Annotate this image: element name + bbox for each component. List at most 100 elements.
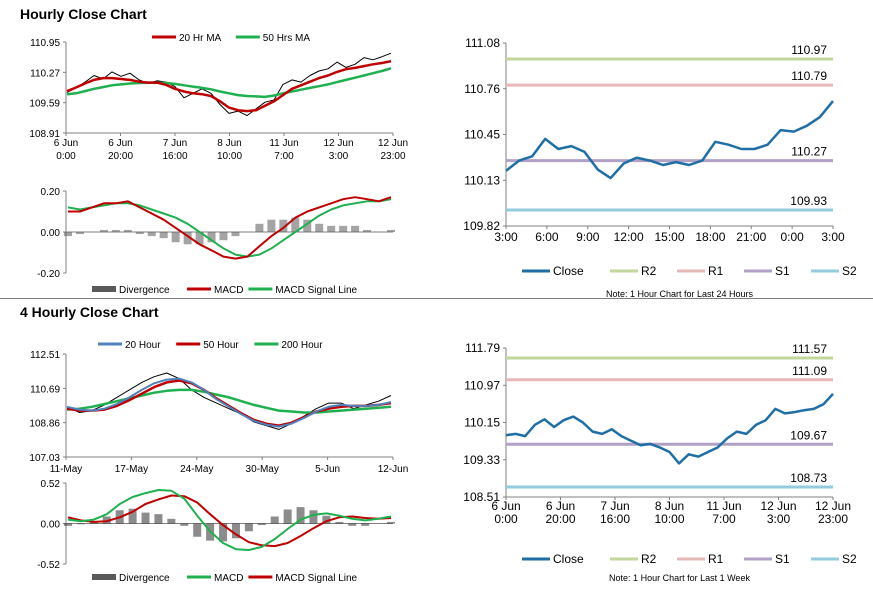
hourly-price-x-tick-label: 3:00 [329,151,349,162]
hourly-macd-legend-label: MACD [214,285,243,296]
four-hourly-macd-divergence-bar [76,523,85,525]
four-hourly-levels-note: Note: 1 Hour Chart for Last 1 Week [609,573,750,583]
hourly-macd-divergence-bar [339,225,348,232]
hourly-section-title: Hourly Close Chart [20,6,147,22]
four-hourly-macd-legend-label: MACD Signal Line [275,573,357,584]
hourly-levels-y-tick-label: 111.08 [465,36,500,50]
four-hourly-macd-legend-label: MACD [214,573,243,584]
hourly-levels-level-label: 110.97 [791,43,827,57]
hourly-macd-divergence-bar [363,229,372,232]
four-hourly-macd-divergence-bar [219,523,228,542]
hourly-macd-y-tick-label: 0.20 [41,187,61,198]
hourly-price-x-tick-label: 8 Jun [217,138,241,149]
four-hourly-levels-y-tick-label: 111.79 [465,341,500,355]
four-hourly-macd-divergence-bar [64,523,72,526]
hourly-levels-x-tick-label: 0:00 [780,230,804,244]
hourly-macd-line [68,196,392,260]
hourly-macd-divergence-bar [99,229,108,232]
four-hourly-levels-x-tick-label: 8 Jun [655,499,684,513]
hourly-macd-divergence-bar [231,232,240,237]
four-hourly-macd-divergence-bar [102,516,111,524]
hourly-macd-legend-label: Divergence [119,285,170,296]
hourly-levels-close-line [505,100,834,180]
hourly-levels-legend-label: R2 [641,264,657,278]
hourly-macd-legend-label: MACD Signal Line [275,285,357,296]
four-hourly-levels-x-tick-label: 0:00 [494,512,518,526]
four-hourly-macd-divergence-bar [154,514,163,524]
hourly-price-x-tick-label: 7:00 [274,151,294,162]
four-hourly-levels-x-tick-label: 11 Jun [706,499,741,513]
hourly-levels-legend-label: S1 [775,264,790,278]
hourly-price-x-tick-label: 11 Jun [269,138,298,149]
hourly-levels-legend-label: Close [553,264,584,278]
four-hourly-macd-divergence-bar [257,523,266,526]
hourly-macd-divergence-bar [219,232,228,241]
four-hourly-price-y-tick-label: 110.69 [30,384,60,395]
four-hourly-price-legend-label: 200 Hour [281,340,323,351]
hourly-price-x-tick-label: 23:00 [380,151,405,162]
hourly-price-x-tick-label: 0:00 [56,151,76,162]
four-hourly-levels-x-tick-label: 20:00 [545,512,575,526]
four-hourly-levels-x-tick-label: 23:00 [818,512,848,526]
four-hourly-macd-divergence-bar [244,523,253,532]
four-hourly-20hr-line [66,377,392,428]
four-hourly-close-line [66,372,392,430]
four-hourly-levels-level-label: 109.67 [790,428,827,442]
four-hourly-levels-x-tick-label: 7:00 [712,512,736,526]
hourly-levels-level-label: 109.93 [790,194,827,208]
four-hourly-levels-x-tick-label: 16:00 [600,512,630,526]
hourly-macd-divergence-bar [159,232,168,239]
hourly-macd-y-tick-label: -0.20 [37,269,60,280]
section-divider [0,298,873,299]
hourly-price-x-tick-label: 7 Jun [163,138,187,149]
four-hourly-macd-legend-label: Divergence [119,573,170,584]
four-hourly-levels-x-tick-label: 7 Jun [600,499,629,513]
hourly-price-y-tick-label: 109.59 [29,99,60,110]
four-hourly-200hr-line [66,388,392,414]
hourly-close-line [66,52,392,117]
hourly-levels-y-tick-label: 110.13 [464,173,500,187]
four-hourly-levels-legend-label: S1 [775,552,790,566]
four-hourly-macd-divergence-bar [361,523,370,526]
four-hourly-price-y-tick-label: 107.03 [29,453,60,464]
four-hourly-price-x-tick-label: 24-May [180,464,213,475]
four-hourly-levels-close-line [505,393,834,465]
hourly-macd-legend-swatch [92,286,116,292]
four-hourly-levels-legend-label: R1 [708,552,724,566]
four-hourly-price-x-tick-label: 30-May [246,464,279,475]
hourly-macd-divergence-bar [351,225,360,232]
hourly-levels-level-label: 110.27 [791,145,827,159]
four-hourly-macd-divergence-bar [180,523,189,526]
hourly-macd-divergence-bar [135,232,144,235]
four-hourly-levels-x-tick-label: 10:00 [654,512,684,526]
hourly-macd-divergence-bar [387,229,395,232]
hourly-macd-divergence-bar [64,232,72,237]
four-hourly-macd-divergence-bar [335,521,344,524]
hourly-price-x-tick-label: 6 Jun [108,138,132,149]
hourly-levels-x-tick-label: 3:00 [494,230,518,244]
hourly-levels-y-tick-label: 110.76 [464,82,500,96]
hourly-macd-divergence-bar [207,232,216,243]
four-hourly-levels-x-tick-label: 12 Jun [815,499,851,513]
four-hourly-macd-divergence-bar [193,523,202,537]
hourly-macd-divergence-bar [267,219,276,232]
hourly-price-y-tick-label: 110.27 [30,68,60,79]
hourly-macd-divergence-bar [183,232,192,245]
hourly-20hr-ma-line [66,59,392,113]
four-hourly-levels-legend-label: Close [553,552,584,566]
hourly-macd-divergence-bar [123,229,132,232]
four-hourly-macd-divergence-bar [167,518,176,524]
hourly-macd-y-tick-label: 0.00 [41,228,61,239]
four-hourly-price-x-tick-label: 5-Jun [315,464,340,475]
four-hourly-levels-legend-label: S2 [842,552,857,566]
four-hourly-levels-level-label: 111.09 [792,364,827,378]
hourly-macd-divergence-bar [75,232,84,235]
four-hourly-section-title: 4 Hourly Close Chart [20,304,159,320]
hourly-price-x-tick-label: 10:00 [217,151,242,162]
hourly-levels-y-tick-label: 109.82 [463,219,500,233]
hourly-levels-note: Note: 1 Hour Chart for Last 24 Hours [606,289,754,299]
four-hourly-macd-divergence-bar [128,508,137,524]
hourly-macd-divergence-bar [195,232,204,245]
four-hourly-macd-divergence-bar [283,509,292,524]
